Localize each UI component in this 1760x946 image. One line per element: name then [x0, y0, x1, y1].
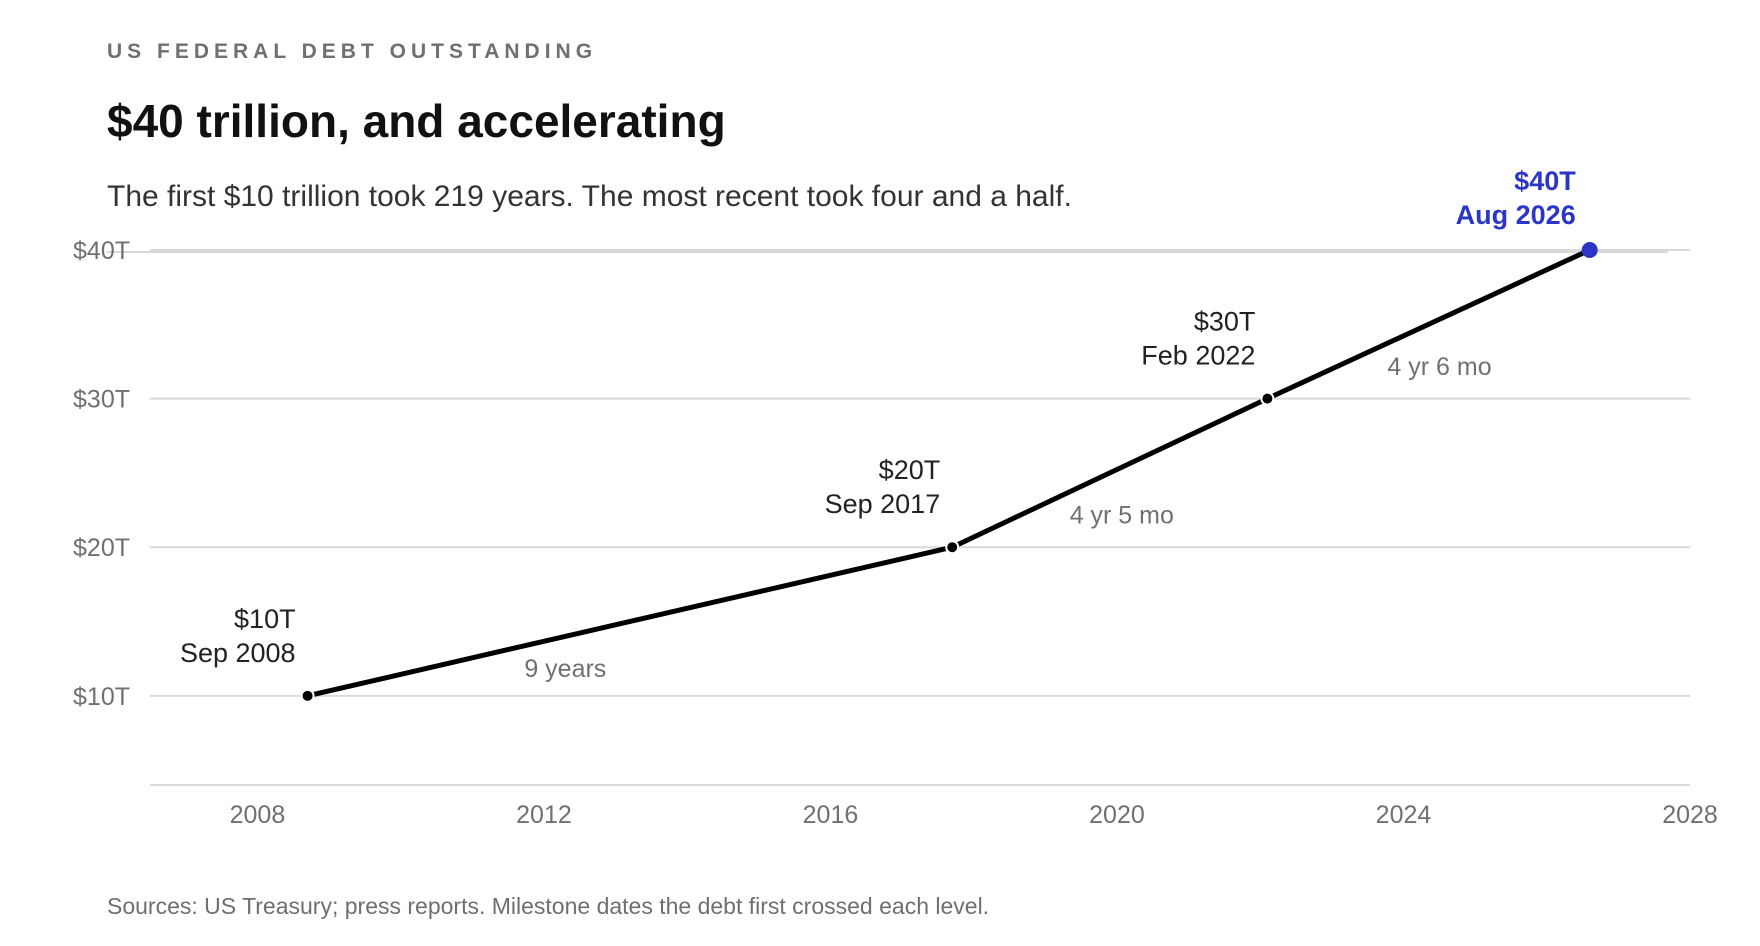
- x-tick-label: 2012: [516, 801, 572, 829]
- y-tick-label: $10T: [73, 683, 130, 711]
- milestone-value-label: $10T: [234, 604, 296, 634]
- highlight-point: [1581, 242, 1598, 258]
- milestone-date-label: Sep 2017: [825, 489, 941, 519]
- y-tick-label: $20T: [73, 534, 130, 562]
- milestone-date-label: Aug 2026: [1456, 200, 1576, 230]
- chart-eyebrow: US FEDERAL DEBT OUTSTANDING: [107, 40, 598, 63]
- milestone-point: [945, 540, 960, 555]
- interval-label: 4 yr 5 mo: [1070, 502, 1174, 530]
- milestone-date-label: Sep 2008: [180, 638, 296, 668]
- milestone-value-label: $20T: [879, 455, 941, 485]
- source-note: Sources: US Treasury; press reports. Mil…: [107, 893, 990, 919]
- milestone-value-label: $30T: [1194, 307, 1256, 337]
- y-tick-label: $40T: [73, 237, 130, 265]
- header-divider: [106, 251, 1668, 253]
- x-tick-label: 2028: [1662, 801, 1718, 829]
- chart-title: $40 trillion, and accelerating: [107, 95, 726, 147]
- milestone-point: [300, 688, 315, 703]
- milestone-value-label: $40T: [1514, 166, 1576, 196]
- y-tick-label: $30T: [73, 386, 130, 414]
- x-tick-label: 2016: [803, 801, 859, 829]
- x-tick-label: 2020: [1089, 801, 1145, 829]
- debt-series-line: [305, 247, 1593, 699]
- x-tick-label: 2008: [230, 801, 286, 829]
- milestone-point: [1260, 391, 1275, 406]
- interval-label: 4 yr 6 mo: [1387, 353, 1491, 381]
- milestone-date-label: Feb 2022: [1141, 341, 1255, 371]
- x-tick-label: 2024: [1376, 801, 1432, 829]
- chart-subtitle: The first $10 trillion took 219 years. T…: [107, 180, 1072, 213]
- interval-label: 9 years: [524, 655, 606, 683]
